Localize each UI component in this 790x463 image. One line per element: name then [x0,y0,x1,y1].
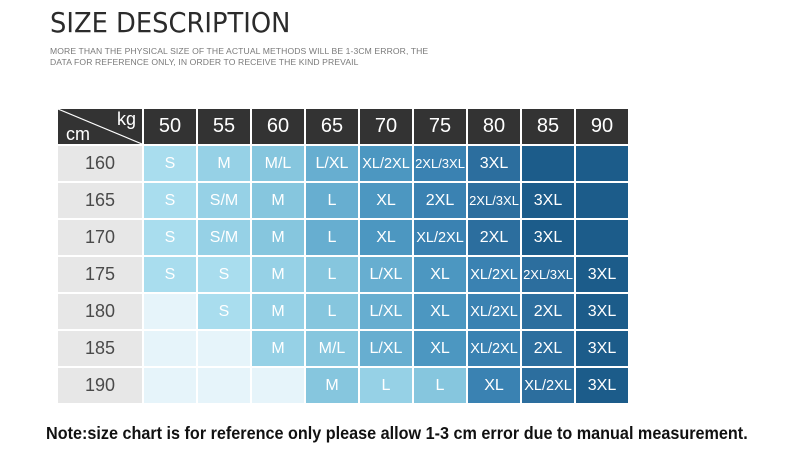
size-cell: S [144,183,196,218]
size-cell: 2XL/3XL [522,257,574,292]
size-cell: XL [414,257,466,292]
weight-header: 80 [468,109,520,144]
size-cell: L [414,368,466,403]
size-cell: 2XL [522,294,574,329]
size-cell: XL/2XL [468,257,520,292]
page-title: SIZE DESCRIPTION [50,6,291,39]
size-cell [198,331,250,366]
height-label: 170 [58,220,142,255]
size-cell [252,368,304,403]
size-cell: 2XL [414,183,466,218]
size-cell: M [252,294,304,329]
weight-header: 50 [144,109,196,144]
table-row: 185 M M/L L/XL XL XL/2XL 2XL 3XL [58,331,628,366]
height-label: 165 [58,183,142,218]
table-row: 190 M L L XL XL/2XL 3XL [58,368,628,403]
size-cell: L [306,183,358,218]
size-cell: M [252,331,304,366]
size-cell [144,368,196,403]
size-cell: XL [468,368,520,403]
size-cell: XL/2XL [414,220,466,255]
table-row: 170 S S/M M L XL XL/2XL 2XL 3XL [58,220,628,255]
size-cell: XL [360,220,412,255]
size-cell: 3XL [522,183,574,218]
size-cell [144,294,196,329]
size-cell: 3XL [576,368,628,403]
size-cell: L [360,368,412,403]
diagonal-divider [58,109,142,144]
size-cell: L [306,220,358,255]
weight-header: 85 [522,109,574,144]
size-cell: XL/2XL [360,146,412,181]
weight-header: 70 [360,109,412,144]
size-cell: XL [414,294,466,329]
size-cell: S [144,257,196,292]
size-cell: M/L [306,331,358,366]
height-unit-label: cm [66,124,90,144]
size-cell: 2XL/3XL [414,146,466,181]
size-cell: S [198,257,250,292]
size-cell [576,183,628,218]
size-cell: XL/2XL [522,368,574,403]
size-cell: S [144,146,196,181]
size-cell: S [144,220,196,255]
size-cell: XL [414,331,466,366]
table-row: 180 S M L L/XL XL XL/2XL 2XL 3XL [58,294,628,329]
size-cell [198,368,250,403]
size-cell: L/XL [360,331,412,366]
size-cell: M [252,183,304,218]
table-row: 175 S S M L L/XL XL XL/2XL 2XL/3XL 3XL [58,257,628,292]
note-text: Note:size chart is for reference only pl… [46,423,748,443]
size-cell: M [252,220,304,255]
size-cell: 3XL [576,257,628,292]
size-cell: M [306,368,358,403]
size-cell: L/XL [360,294,412,329]
size-cell: 3XL [576,294,628,329]
size-grid-body: 160 S M M/L L/XL XL/2XL 2XL/3XL 3XL 165 S S/M M L XL 2… [58,146,628,403]
height-label: 185 [58,331,142,366]
size-cell: 3XL [522,220,574,255]
size-cell: L [306,257,358,292]
size-chart-table: kg cm 50 55 60 65 70 75 80 85 90 160 S M M/… [56,107,630,405]
corner-cell: kg cm [58,109,142,144]
table-row: 165 S S/M M L XL 2XL 2XL/3XL 3XL [58,183,628,218]
size-cell: L/XL [360,257,412,292]
weight-header: 65 [306,109,358,144]
size-cell: 2XL [468,220,520,255]
size-cell: L/XL [306,146,358,181]
size-cell: 2XL [522,331,574,366]
height-label: 175 [58,257,142,292]
weight-header: 75 [414,109,466,144]
height-label: 180 [58,294,142,329]
weight-header-row: kg cm 50 55 60 65 70 75 80 85 90 [58,109,628,144]
weight-unit-label: kg [116,109,136,129]
weight-header: 90 [576,109,628,144]
size-cell: L [306,294,358,329]
size-cell [144,331,196,366]
weight-header: 60 [252,109,304,144]
size-cell [522,146,574,181]
size-cell: 3XL [576,331,628,366]
size-cell: M [252,257,304,292]
size-cell: XL/2XL [468,294,520,329]
weight-header: 55 [198,109,250,144]
size-cell: M [198,146,250,181]
size-cell: S [198,294,250,329]
size-cell [576,146,628,181]
page-subtitle: MORE THAN THE PHYSICAL SIZE OF THE ACTUA… [50,46,429,67]
size-cell: S/M [198,183,250,218]
height-label: 160 [58,146,142,181]
height-label: 190 [58,368,142,403]
size-cell: XL [360,183,412,218]
size-cell: 2XL/3XL [468,183,520,218]
size-cell: S/M [198,220,250,255]
size-cell: 3XL [468,146,520,181]
table-row: 160 S M M/L L/XL XL/2XL 2XL/3XL 3XL [58,146,628,181]
size-cell: XL/2XL [468,331,520,366]
size-cell [576,220,628,255]
size-cell: M/L [252,146,304,181]
